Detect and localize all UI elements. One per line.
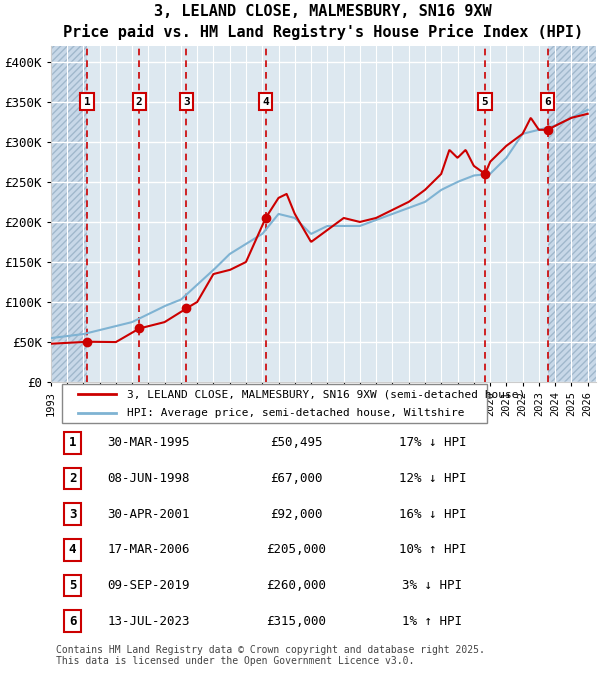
Text: HPI: Average price, semi-detached house, Wiltshire: HPI: Average price, semi-detached house,…	[127, 408, 464, 418]
Text: 30-MAR-1995: 30-MAR-1995	[107, 437, 190, 449]
Title: 3, LELAND CLOSE, MALMESBURY, SN16 9XW
Price paid vs. HM Land Registry's House Pr: 3, LELAND CLOSE, MALMESBURY, SN16 9XW Pr…	[63, 4, 583, 40]
Text: £67,000: £67,000	[270, 472, 322, 485]
Text: 3: 3	[183, 97, 190, 107]
FancyBboxPatch shape	[62, 384, 487, 423]
Text: 2: 2	[69, 472, 76, 485]
Text: 1: 1	[84, 97, 91, 107]
Text: 10% ↑ HPI: 10% ↑ HPI	[398, 543, 466, 556]
Text: 6: 6	[69, 615, 76, 628]
Text: 4: 4	[69, 543, 76, 556]
Text: 5: 5	[69, 579, 76, 592]
Text: 09-SEP-2019: 09-SEP-2019	[107, 579, 190, 592]
Text: 17-MAR-2006: 17-MAR-2006	[107, 543, 190, 556]
Text: Contains HM Land Registry data © Crown copyright and database right 2025.
This d: Contains HM Land Registry data © Crown c…	[56, 645, 485, 666]
Text: 3, LELAND CLOSE, MALMESBURY, SN16 9XW (semi-detached house): 3, LELAND CLOSE, MALMESBURY, SN16 9XW (s…	[127, 389, 525, 399]
Bar	[50, 46, 87, 382]
Text: 12% ↓ HPI: 12% ↓ HPI	[398, 472, 466, 485]
Text: 3% ↓ HPI: 3% ↓ HPI	[402, 579, 462, 592]
Bar	[548, 46, 596, 382]
Text: 08-JUN-1998: 08-JUN-1998	[107, 472, 190, 485]
Text: 4: 4	[262, 97, 269, 107]
Text: 30-APR-2001: 30-APR-2001	[107, 508, 190, 521]
Text: 16% ↓ HPI: 16% ↓ HPI	[398, 508, 466, 521]
Text: £260,000: £260,000	[266, 579, 326, 592]
Text: £50,495: £50,495	[270, 437, 322, 449]
Text: 17% ↓ HPI: 17% ↓ HPI	[398, 437, 466, 449]
Text: 2: 2	[136, 97, 143, 107]
Text: £205,000: £205,000	[266, 543, 326, 556]
Text: 13-JUL-2023: 13-JUL-2023	[107, 615, 190, 628]
Text: 1% ↑ HPI: 1% ↑ HPI	[402, 615, 462, 628]
Text: 3: 3	[69, 508, 76, 521]
Text: 5: 5	[482, 97, 488, 107]
Text: £92,000: £92,000	[270, 508, 322, 521]
Text: £315,000: £315,000	[266, 615, 326, 628]
Text: 6: 6	[544, 97, 551, 107]
Text: 1: 1	[69, 437, 76, 449]
